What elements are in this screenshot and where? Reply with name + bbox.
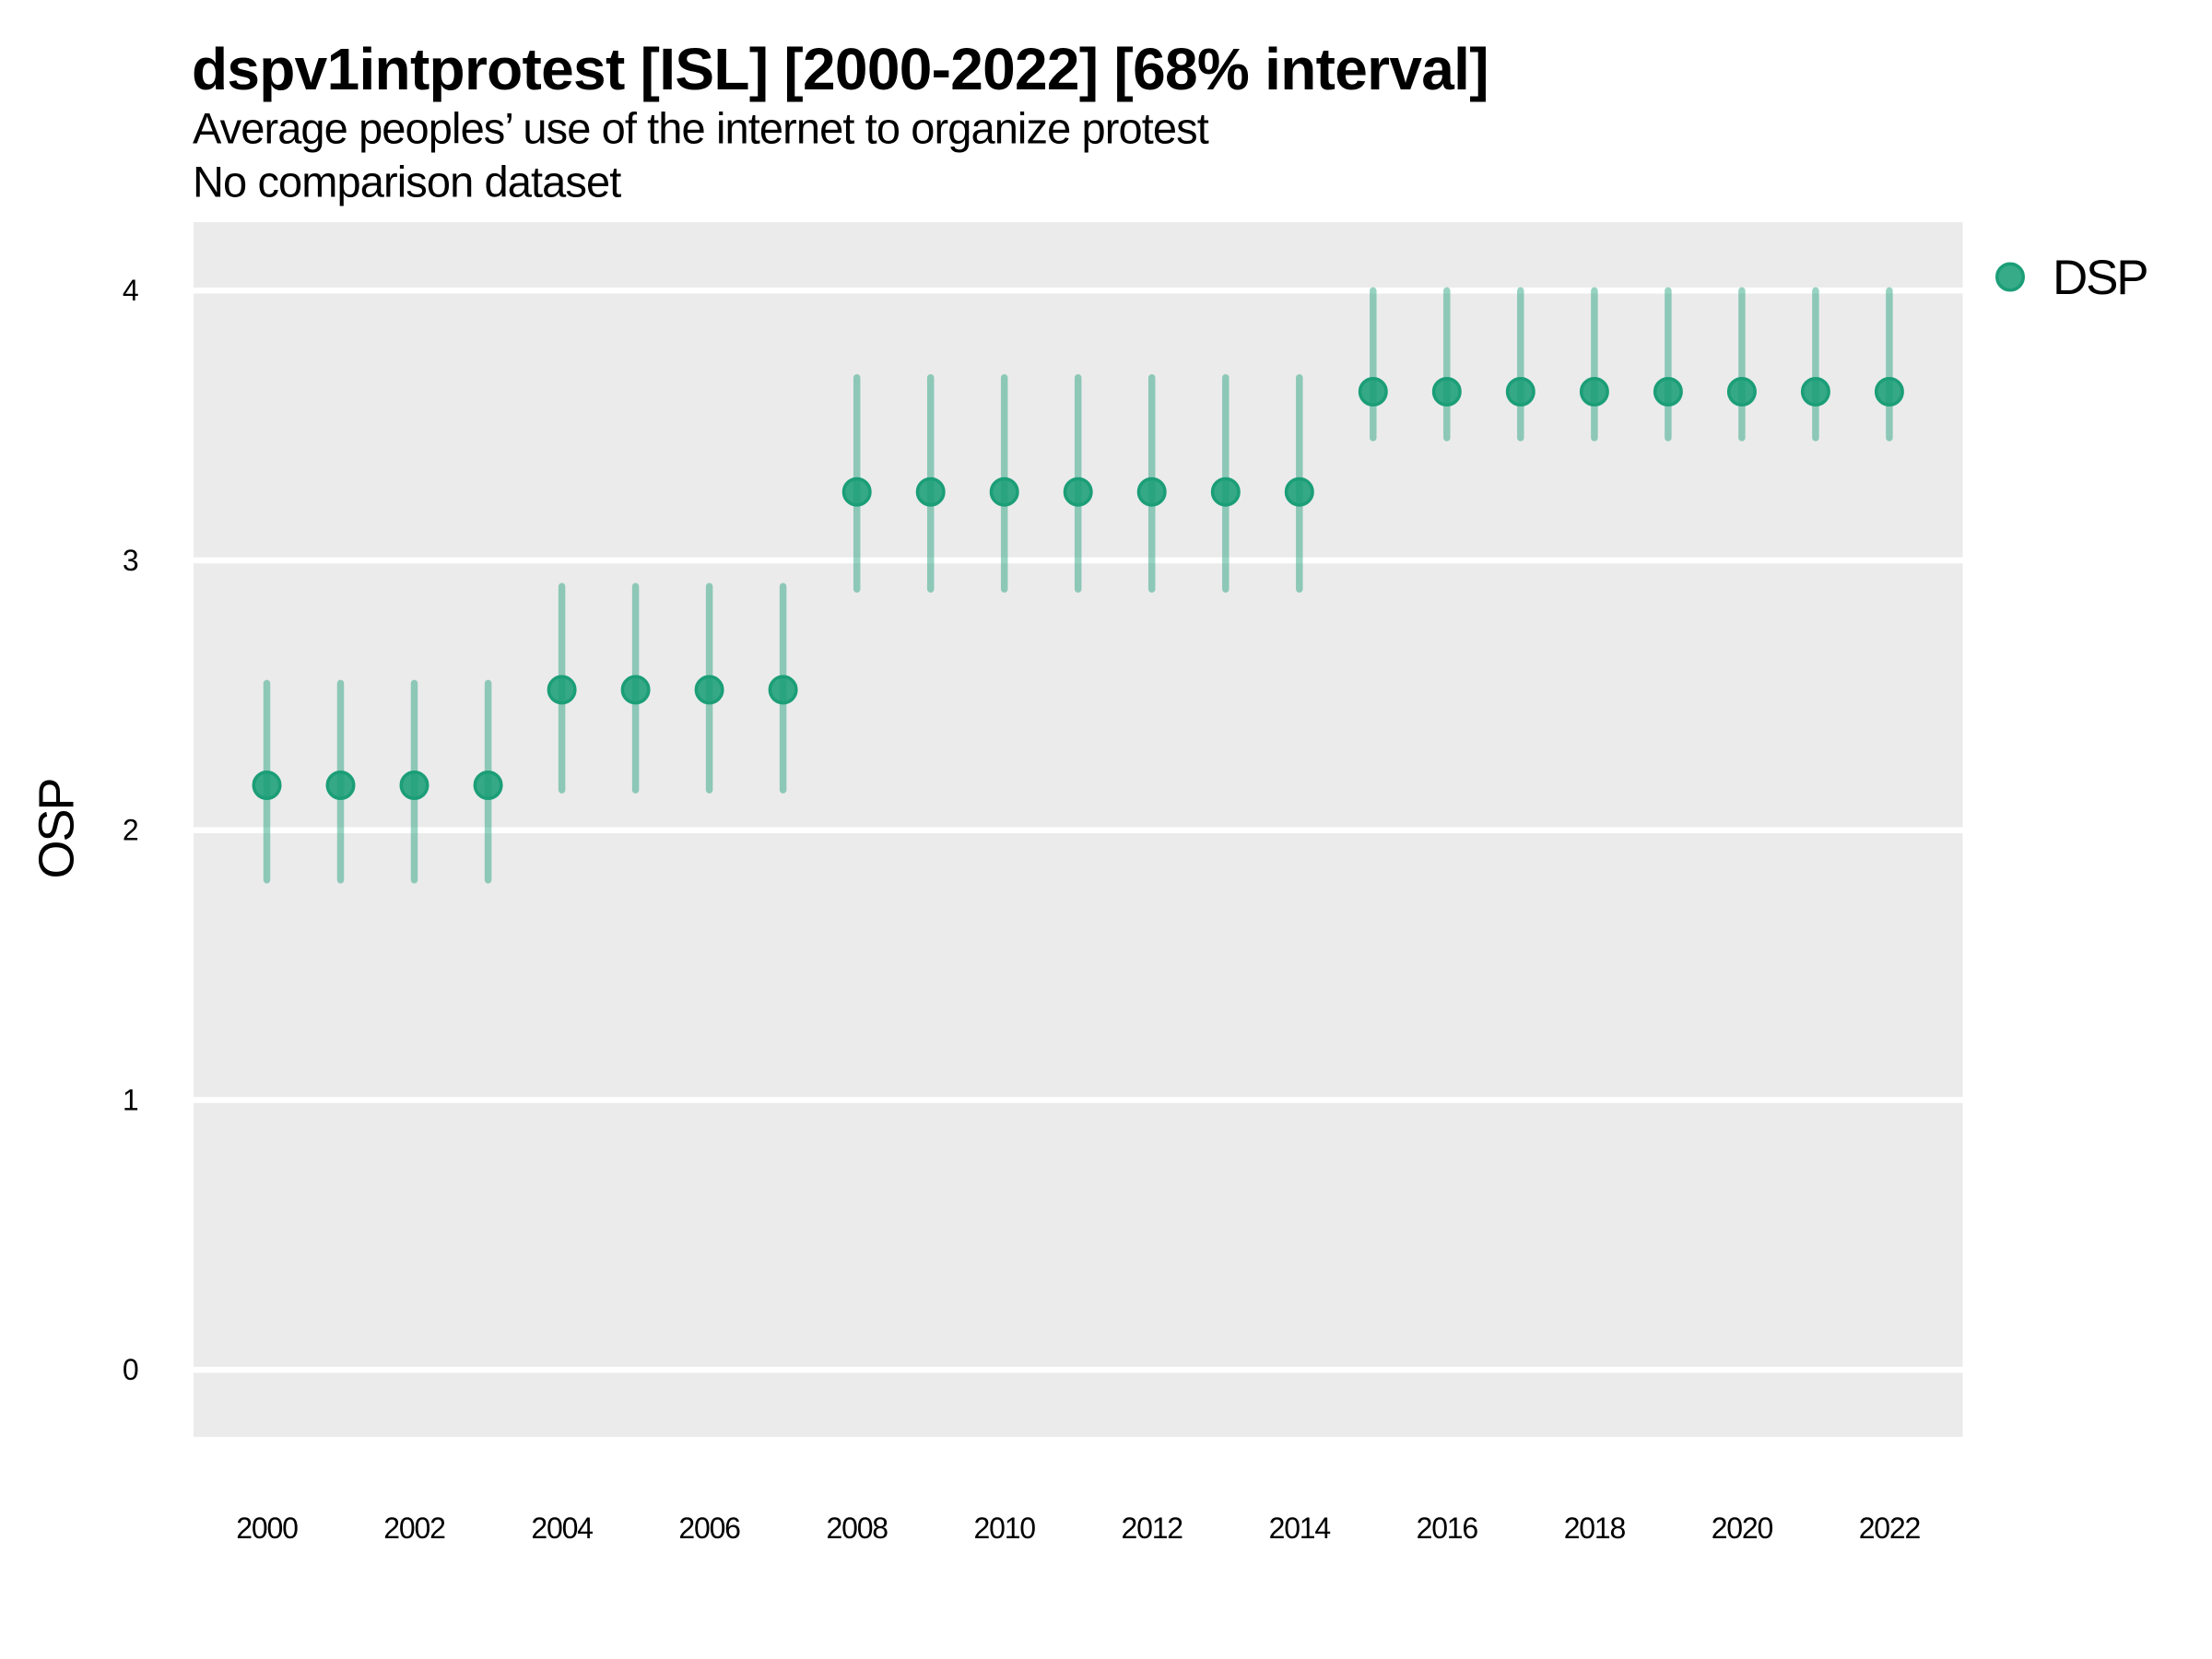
svg-text:2014: 2014 <box>1269 1512 1331 1545</box>
svg-text:0: 0 <box>123 1353 138 1386</box>
svg-text:DSP: DSP <box>2053 251 2147 305</box>
svg-text:2002: 2002 <box>383 1512 445 1545</box>
svg-text:2010: 2010 <box>974 1512 1036 1545</box>
svg-text:OSP: OSP <box>29 779 85 878</box>
svg-text:2008: 2008 <box>827 1512 888 1545</box>
svg-text:2012: 2012 <box>1122 1512 1183 1545</box>
svg-text:2018: 2018 <box>1564 1512 1626 1545</box>
svg-text:2016: 2016 <box>1417 1512 1478 1545</box>
svg-text:4: 4 <box>123 274 138 307</box>
svg-text:2006: 2006 <box>678 1512 740 1545</box>
svg-text:2: 2 <box>123 814 138 847</box>
svg-text:2000: 2000 <box>236 1512 298 1545</box>
svg-text:1: 1 <box>123 1084 138 1117</box>
svg-text:2004: 2004 <box>531 1512 593 1545</box>
svg-text:3: 3 <box>123 544 138 577</box>
svg-text:No comparison dataset: No comparison dataset <box>193 158 621 206</box>
svg-text:dspv1intprotest [ISL] [2000-20: dspv1intprotest [ISL] [2000-2022] [68% i… <box>192 36 1488 102</box>
svg-text:2022: 2022 <box>1859 1512 1921 1545</box>
svg-text:2020: 2020 <box>1712 1512 1773 1545</box>
svg-text:Average peoples’ use of the in: Average peoples’ use of the internet to … <box>193 104 1209 153</box>
